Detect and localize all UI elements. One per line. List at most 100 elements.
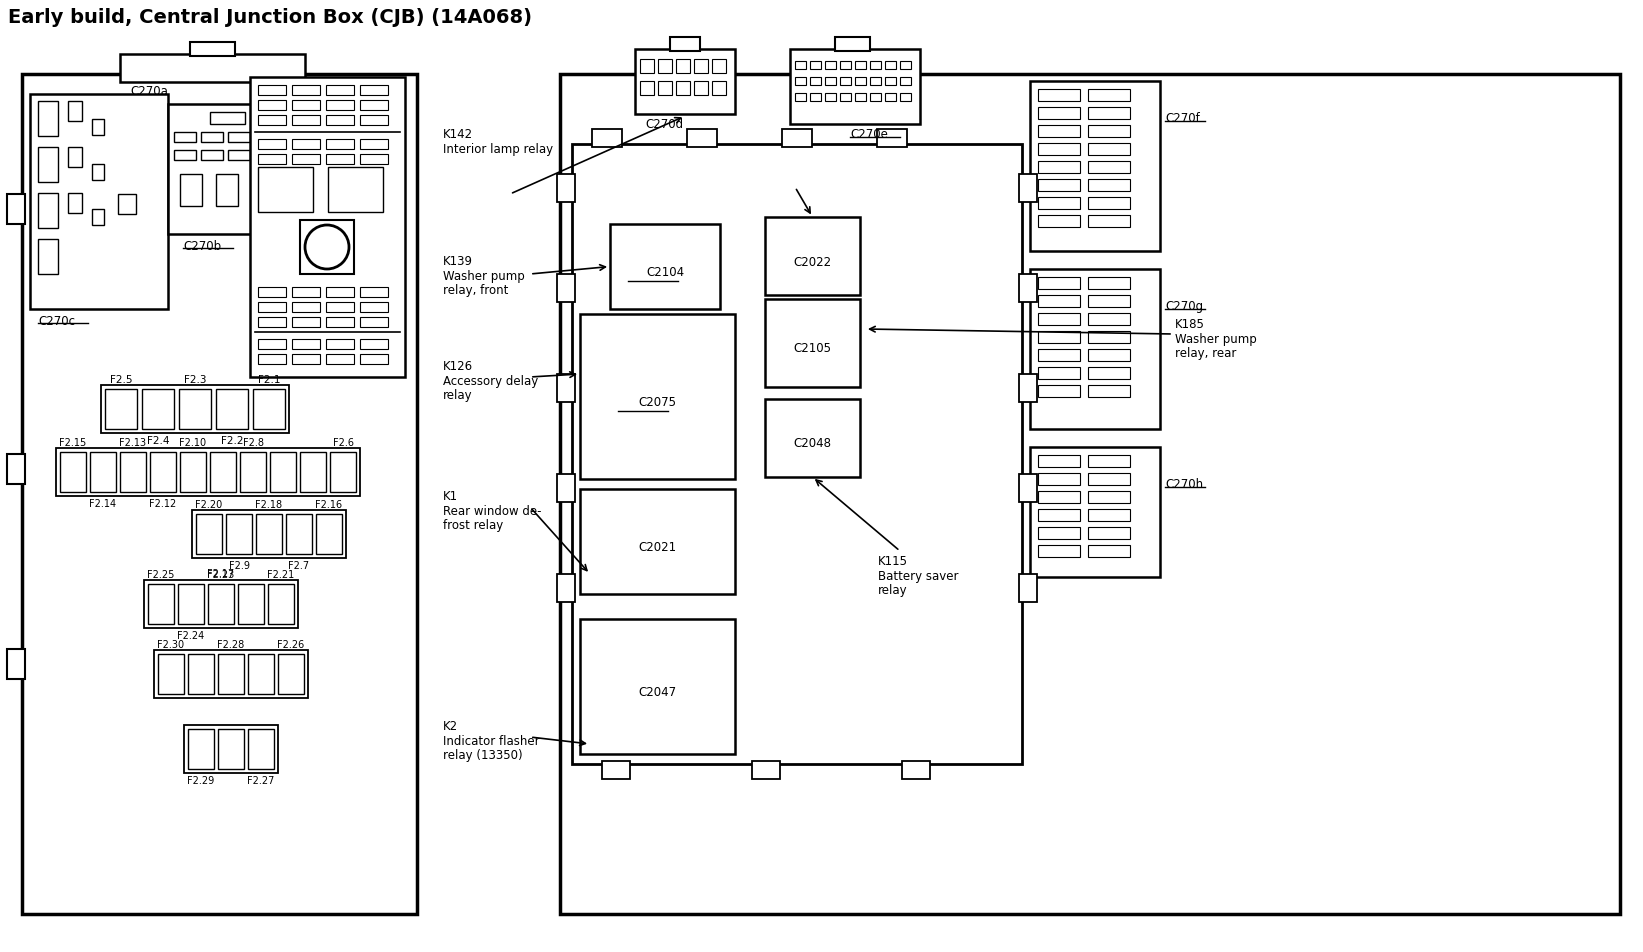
- Text: F2.21: F2.21: [268, 569, 294, 580]
- Bar: [38, 240, 58, 275]
- Bar: [810, 94, 822, 102]
- Text: C270b: C270b: [182, 240, 222, 252]
- Bar: [1088, 473, 1130, 486]
- Bar: [210, 452, 237, 492]
- Bar: [100, 386, 289, 433]
- Bar: [1038, 162, 1079, 174]
- Bar: [301, 452, 325, 492]
- Bar: [1088, 367, 1130, 380]
- Bar: [141, 389, 174, 429]
- Bar: [1088, 162, 1130, 174]
- Bar: [766, 300, 859, 387]
- Bar: [329, 168, 383, 213]
- Bar: [1038, 473, 1079, 486]
- Bar: [325, 155, 353, 165]
- Bar: [670, 38, 700, 52]
- Text: Indicator flasher: Indicator flasher: [444, 734, 539, 747]
- Bar: [825, 62, 836, 69]
- Text: F2.8: F2.8: [243, 438, 263, 447]
- Bar: [1088, 527, 1130, 540]
- Text: F2.13: F2.13: [120, 438, 146, 447]
- Bar: [360, 140, 388, 149]
- Bar: [7, 195, 25, 225]
- Bar: [1038, 198, 1079, 209]
- Bar: [1030, 82, 1160, 251]
- Bar: [766, 400, 859, 478]
- Bar: [900, 78, 910, 86]
- Bar: [1088, 455, 1130, 467]
- Text: C2021: C2021: [639, 541, 677, 553]
- Bar: [292, 101, 320, 110]
- Text: F2.27: F2.27: [248, 775, 274, 785]
- Bar: [766, 218, 859, 296]
- Bar: [248, 729, 274, 769]
- Text: F2.28: F2.28: [217, 640, 245, 649]
- Bar: [228, 133, 250, 143]
- Text: C2047: C2047: [639, 685, 677, 698]
- Bar: [580, 489, 734, 594]
- Bar: [238, 585, 265, 625]
- Text: F2.12: F2.12: [150, 499, 177, 508]
- Bar: [292, 140, 320, 149]
- Bar: [840, 94, 851, 102]
- Bar: [258, 288, 286, 298]
- Bar: [795, 94, 807, 102]
- Bar: [1030, 269, 1160, 429]
- Bar: [1038, 491, 1079, 504]
- Text: C270a: C270a: [130, 85, 168, 98]
- Bar: [38, 102, 58, 137]
- Bar: [1038, 216, 1079, 228]
- Bar: [325, 116, 353, 126]
- Bar: [360, 340, 388, 349]
- Bar: [118, 195, 136, 215]
- Bar: [1038, 545, 1079, 558]
- Bar: [1038, 278, 1079, 289]
- Bar: [1088, 126, 1130, 138]
- Bar: [120, 55, 306, 83]
- Text: F2.15: F2.15: [59, 438, 87, 447]
- Bar: [711, 82, 726, 96]
- Text: F2.1: F2.1: [258, 374, 281, 385]
- Bar: [557, 374, 575, 403]
- Bar: [1038, 331, 1079, 344]
- Bar: [251, 175, 274, 207]
- Text: C270g: C270g: [1165, 300, 1203, 312]
- Bar: [1038, 180, 1079, 191]
- Text: relay, rear: relay, rear: [1175, 347, 1237, 360]
- Bar: [67, 148, 82, 168]
- Bar: [196, 514, 222, 554]
- Bar: [301, 221, 353, 275]
- Text: C2022: C2022: [794, 255, 831, 268]
- Text: F2.24: F2.24: [177, 630, 205, 641]
- Bar: [187, 654, 214, 694]
- Bar: [258, 303, 286, 312]
- Text: C2075: C2075: [639, 396, 677, 408]
- Bar: [253, 389, 284, 429]
- Bar: [902, 762, 930, 779]
- Bar: [1038, 296, 1079, 307]
- Bar: [1088, 386, 1130, 398]
- Bar: [1088, 509, 1130, 522]
- Text: Rear window de-: Rear window de-: [444, 505, 542, 518]
- Bar: [258, 155, 286, 165]
- Text: K115: K115: [877, 554, 909, 567]
- Text: F2.7: F2.7: [289, 561, 309, 570]
- Bar: [38, 148, 58, 183]
- Bar: [177, 585, 204, 625]
- Bar: [181, 452, 205, 492]
- Bar: [1038, 367, 1079, 380]
- Text: C270d: C270d: [646, 118, 683, 130]
- Bar: [360, 155, 388, 165]
- Bar: [610, 225, 720, 309]
- Bar: [67, 102, 82, 122]
- Bar: [1088, 198, 1130, 209]
- Bar: [330, 452, 357, 492]
- Bar: [782, 129, 812, 148]
- Bar: [1038, 89, 1079, 102]
- Bar: [215, 389, 248, 429]
- Bar: [56, 448, 360, 497]
- Text: Washer pump: Washer pump: [444, 269, 524, 283]
- Bar: [292, 86, 320, 96]
- Text: F2.14: F2.14: [89, 499, 117, 508]
- Bar: [1038, 455, 1079, 467]
